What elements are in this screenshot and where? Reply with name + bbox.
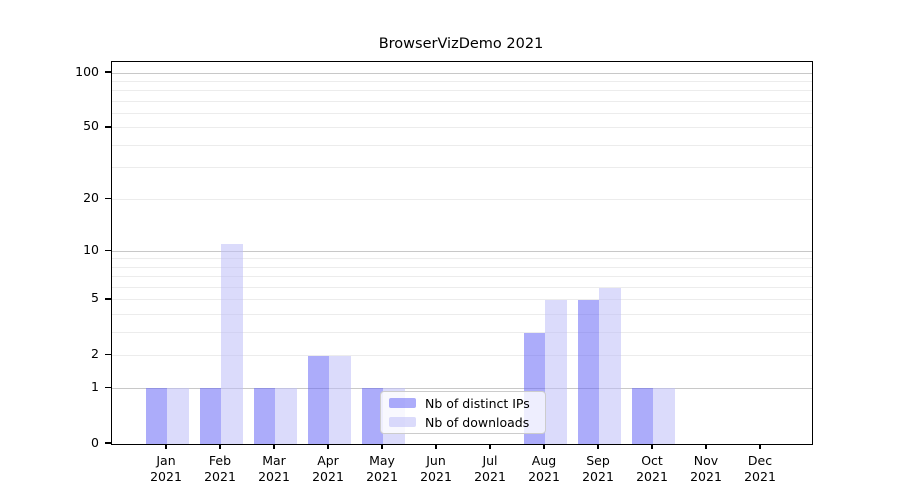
gridline-minor — [112, 127, 812, 129]
y-tick-mark — [105, 442, 111, 444]
x-tick-label-nov: Nov 2021 — [690, 453, 722, 485]
x-tick-mark — [327, 444, 329, 449]
y-tick-label: 5 — [91, 290, 99, 306]
gridline-minor — [112, 167, 812, 169]
x-tick-label-feb: Feb 2021 — [204, 453, 236, 485]
bar-downloads-jan — [167, 388, 189, 444]
bar-downloads-oct — [653, 388, 675, 444]
y-tick-mark — [105, 197, 111, 199]
gridline-minor — [112, 80, 812, 82]
x-tick-mark — [381, 444, 383, 449]
legend-label-distinct-ips: Nb of distinct IPs — [425, 395, 530, 411]
x-tick-mark — [705, 444, 707, 449]
gridline-minor — [112, 113, 812, 115]
bar-distinct-ips-mar — [253, 388, 275, 444]
bar-distinct-ips-feb — [199, 388, 221, 444]
gridline-minor — [112, 276, 812, 278]
x-tick-mark — [435, 444, 437, 449]
x-tick-label-oct: Oct 2021 — [636, 453, 668, 485]
plot-area: Nb of distinct IPs Nb of downloads — [111, 61, 813, 445]
legend-swatch-downloads — [389, 417, 416, 427]
x-tick-label-mar: Mar 2021 — [258, 453, 290, 485]
bar-distinct-ips-may — [361, 388, 383, 444]
gridline-major — [112, 72, 812, 74]
x-tick-mark — [759, 444, 761, 449]
gridline-minor — [112, 287, 812, 289]
chart-title: BrowserVizDemo 2021 — [378, 36, 544, 52]
bar-downloads-mar — [275, 388, 297, 444]
y-tick-label: 20 — [83, 189, 99, 205]
y-tick-label: 2 — [91, 346, 99, 362]
gridline-minor — [112, 299, 812, 301]
bar-downloads-aug — [545, 299, 567, 444]
x-tick-label-apr: Apr 2021 — [312, 453, 344, 485]
gridline-minor — [112, 100, 812, 102]
x-tick-mark — [597, 444, 599, 449]
gridline-minor — [112, 90, 812, 92]
x-tick-mark — [489, 444, 491, 449]
legend-item-downloads: Nb of downloads — [389, 415, 537, 430]
y-tick-mark — [105, 386, 111, 388]
x-tick-mark — [219, 444, 221, 449]
bar-distinct-ips-sep — [577, 299, 599, 444]
legend-label-downloads: Nb of downloads — [425, 414, 530, 430]
bar-distinct-ips-apr — [307, 355, 329, 444]
gridline-minor — [112, 266, 812, 268]
y-tick-label: 100 — [75, 63, 99, 79]
x-tick-label-jan: Jan 2021 — [150, 453, 182, 485]
x-tick-mark — [543, 444, 545, 449]
x-tick-label-aug: Aug 2021 — [528, 453, 560, 485]
gridline-minor — [112, 258, 812, 260]
x-tick-label-jul: Jul 2021 — [474, 453, 506, 485]
x-tick-label-dec: Dec 2021 — [744, 453, 776, 485]
x-tick-label-sep: Sep 2021 — [582, 453, 614, 485]
x-tick-label-jun: Jun 2021 — [420, 453, 452, 485]
gridline-minor — [112, 332, 812, 334]
gridline-major — [112, 387, 812, 389]
gridline-minor — [112, 198, 812, 200]
gridline-minor — [112, 314, 812, 316]
gridline-major — [112, 250, 812, 252]
gridline-minor — [112, 355, 812, 357]
y-tick-label: 50 — [83, 118, 99, 134]
y-tick-mark — [105, 249, 111, 251]
bar-downloads-feb — [221, 244, 243, 444]
legend-item-distinct-ips: Nb of distinct IPs — [389, 396, 537, 411]
bar-distinct-ips-oct — [631, 388, 653, 444]
x-tick-label-may: May 2021 — [366, 453, 398, 485]
y-tick-mark — [105, 126, 111, 128]
x-tick-mark — [651, 444, 653, 449]
y-tick-label: 0 — [91, 434, 99, 450]
y-tick-mark — [105, 71, 111, 73]
legend: Nb of distinct IPs Nb of downloads — [380, 391, 546, 434]
gridline-minor — [112, 144, 812, 146]
bar-downloads-apr — [329, 355, 351, 444]
bar-distinct-ips-jan — [145, 388, 167, 444]
y-tick-mark — [105, 354, 111, 356]
y-tick-label: 1 — [91, 378, 99, 394]
x-tick-mark — [165, 444, 167, 449]
bar-downloads-sep — [599, 287, 621, 444]
legend-swatch-distinct-ips — [389, 398, 416, 408]
y-tick-mark — [105, 298, 111, 300]
y-tick-label: 10 — [83, 241, 99, 257]
x-tick-mark — [273, 444, 275, 449]
